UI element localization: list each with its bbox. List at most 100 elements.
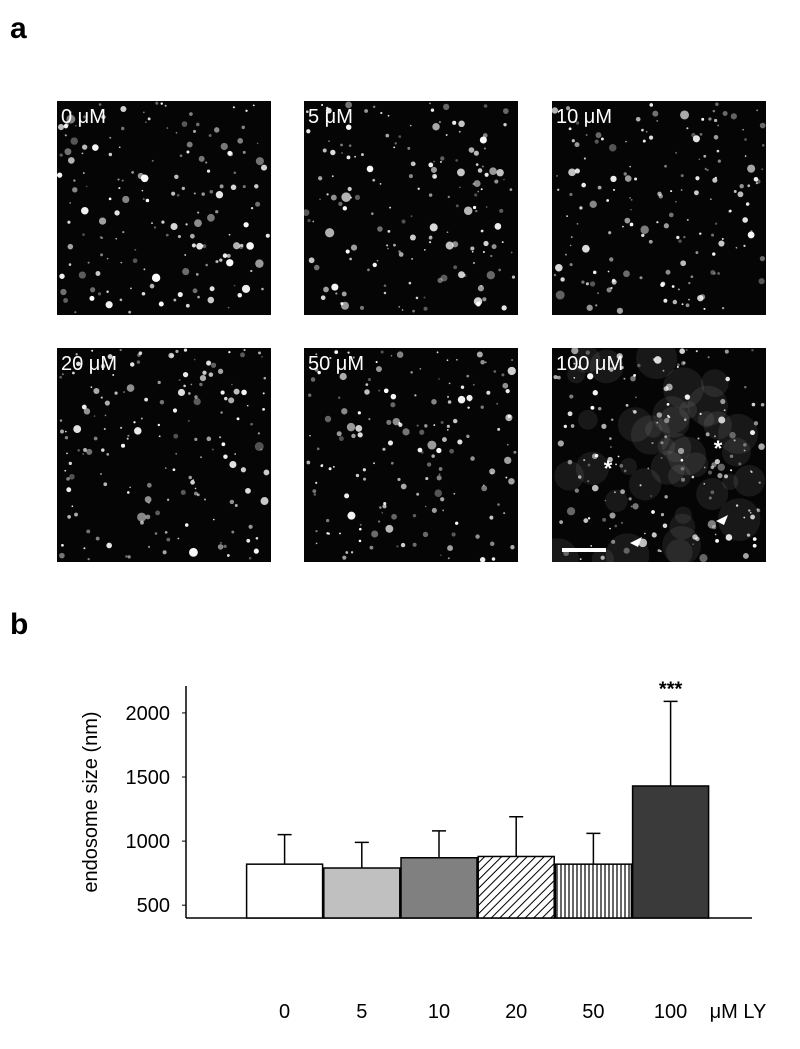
spot xyxy=(382,447,386,451)
spot xyxy=(315,542,318,545)
spot xyxy=(431,399,437,405)
spot xyxy=(758,278,765,285)
spot xyxy=(206,360,212,366)
image-background xyxy=(304,348,518,562)
spot xyxy=(579,206,583,210)
spot xyxy=(140,520,144,525)
spot xyxy=(302,209,310,216)
spot xyxy=(566,215,568,217)
spot xyxy=(306,129,311,134)
spot xyxy=(328,140,330,143)
y-tick-label: 1500 xyxy=(126,767,171,789)
spot xyxy=(382,504,387,509)
spot xyxy=(65,430,67,433)
spot xyxy=(241,284,251,293)
spot xyxy=(410,371,413,374)
spot xyxy=(345,249,350,254)
spot xyxy=(569,244,572,247)
spot xyxy=(712,524,717,530)
spot xyxy=(481,485,488,492)
spot xyxy=(121,179,124,182)
spot xyxy=(369,545,374,550)
spot xyxy=(718,416,726,424)
spot xyxy=(510,545,515,550)
spot xyxy=(755,179,761,184)
haze xyxy=(718,413,759,454)
spot xyxy=(373,462,376,465)
spot xyxy=(122,195,130,204)
spot xyxy=(746,533,751,537)
spot xyxy=(338,436,344,442)
spot xyxy=(255,201,261,207)
spot xyxy=(101,237,103,239)
spot xyxy=(222,253,228,258)
micrograph: 100 μM * * xyxy=(535,337,766,582)
spot xyxy=(77,449,80,452)
spot xyxy=(466,394,473,401)
spot xyxy=(336,431,342,437)
spot xyxy=(453,418,458,424)
spot xyxy=(447,545,454,552)
spot xyxy=(387,114,390,117)
spot xyxy=(476,351,483,358)
spot xyxy=(581,244,590,253)
spot xyxy=(571,346,579,355)
spot xyxy=(98,217,107,225)
error-bar xyxy=(432,830,446,858)
spot xyxy=(632,503,639,510)
spot xyxy=(386,419,392,425)
spot xyxy=(615,463,617,466)
spot xyxy=(193,192,196,195)
spot xyxy=(556,174,559,177)
spot xyxy=(108,152,113,157)
spot xyxy=(434,489,443,497)
spot xyxy=(183,348,188,352)
spot xyxy=(477,301,481,305)
spot xyxy=(651,532,657,538)
spot xyxy=(481,165,484,168)
spot xyxy=(629,165,632,168)
spot xyxy=(591,453,598,460)
spot xyxy=(624,217,631,224)
spot xyxy=(692,543,695,546)
spot xyxy=(566,507,576,516)
spot xyxy=(743,244,746,248)
spot xyxy=(261,355,263,358)
spot xyxy=(648,135,654,140)
spot xyxy=(144,496,152,503)
spot xyxy=(173,433,179,439)
spot xyxy=(761,144,765,147)
spot xyxy=(176,193,180,197)
spot xyxy=(319,198,321,201)
spot xyxy=(486,271,495,280)
spot xyxy=(409,234,416,241)
spot xyxy=(466,374,470,378)
spot xyxy=(367,268,370,272)
spot xyxy=(440,161,442,163)
spot xyxy=(397,477,401,482)
spot xyxy=(586,304,593,311)
spot xyxy=(208,372,214,377)
haze xyxy=(617,407,653,442)
x-axis-label: μM LY xyxy=(710,1001,767,1023)
spot xyxy=(186,141,193,148)
spot xyxy=(340,302,344,306)
spot xyxy=(368,418,371,421)
spot xyxy=(231,383,233,386)
spot xyxy=(555,263,563,272)
spot xyxy=(171,191,176,196)
spot xyxy=(398,135,402,139)
spot xyxy=(338,201,343,206)
spot xyxy=(59,375,63,379)
spot xyxy=(651,510,655,514)
spot xyxy=(119,298,123,302)
haze xyxy=(554,460,584,491)
spot xyxy=(140,417,143,420)
spot xyxy=(581,182,586,188)
spot xyxy=(722,111,728,117)
spot xyxy=(76,361,81,367)
spot xyxy=(440,274,448,282)
spot xyxy=(695,536,700,542)
spot xyxy=(570,236,573,238)
